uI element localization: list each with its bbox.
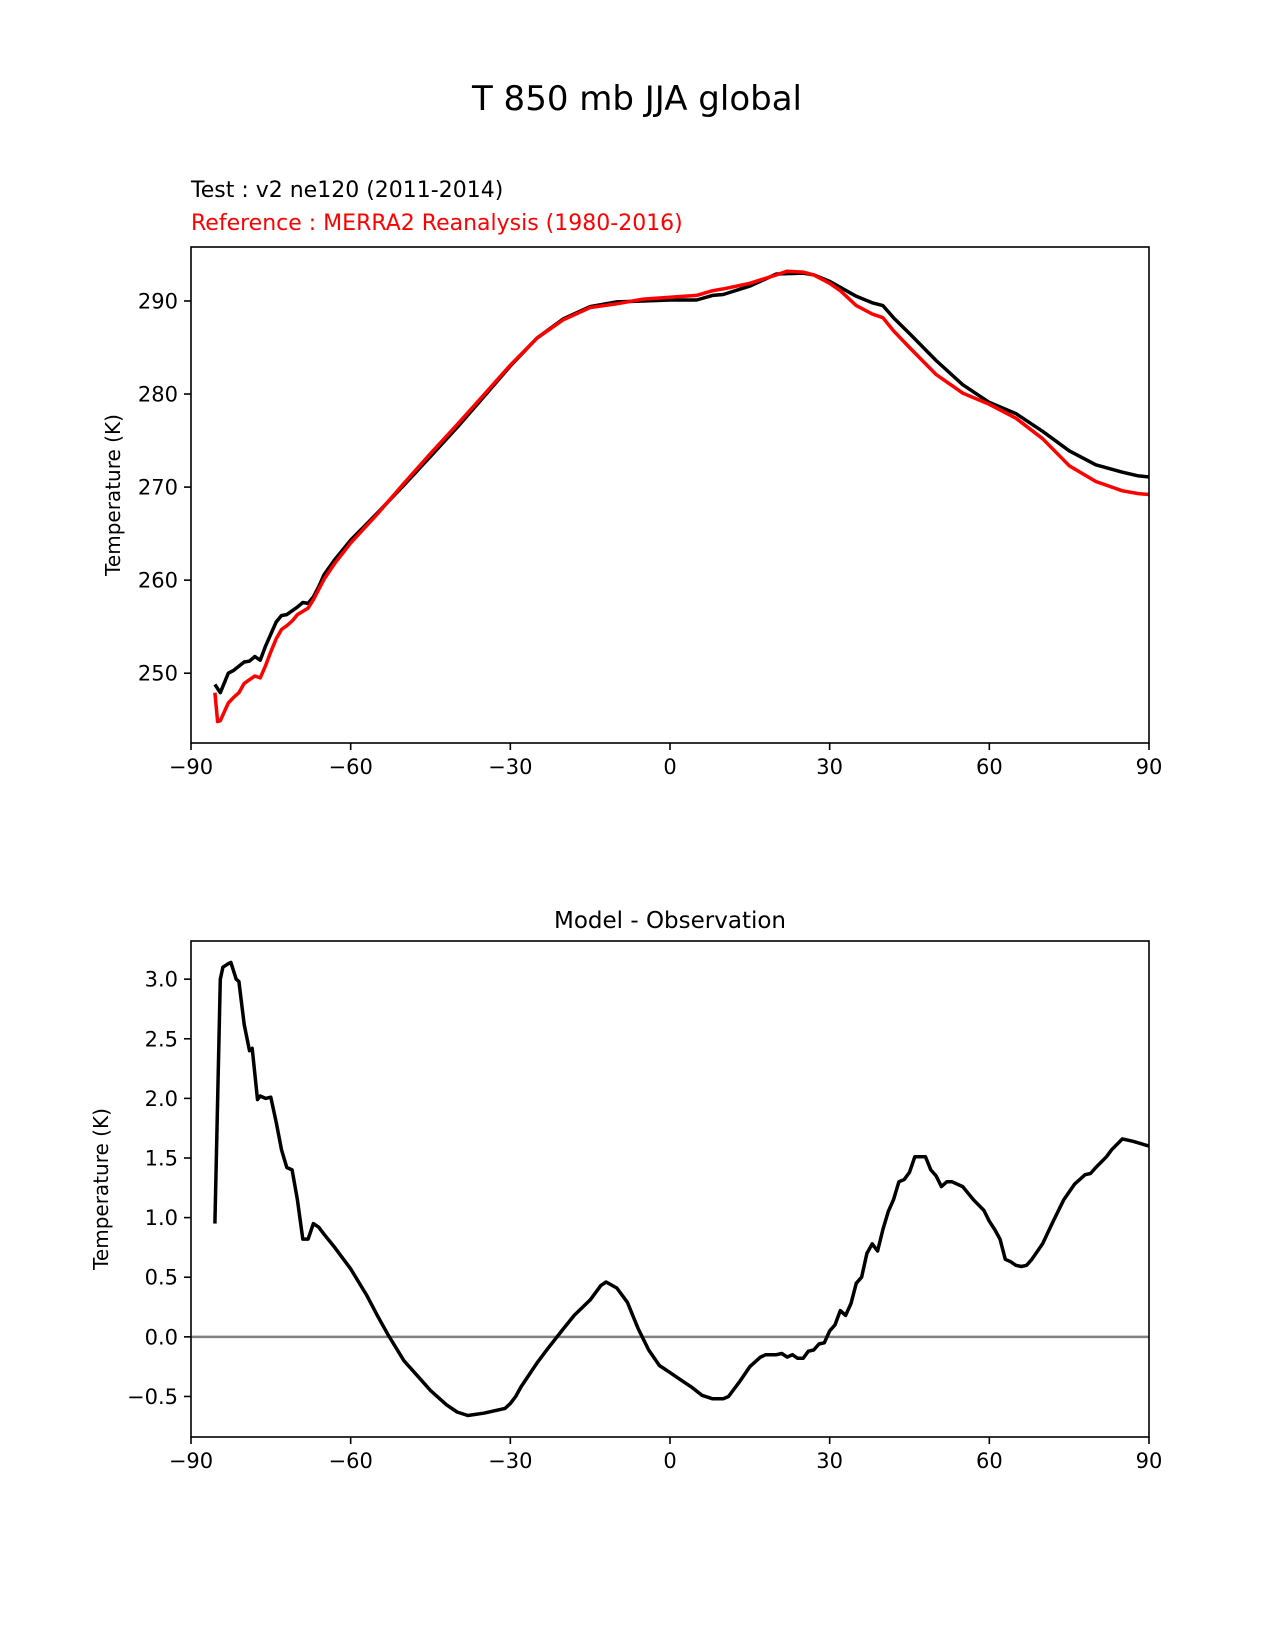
y-tick-label: 1.0 [145,1206,178,1230]
test-label: Test : v2 ne120 (2011-2014) [190,178,503,203]
y-tick-label: −0.5 [127,1385,178,1409]
series-line-difference [213,960,1150,1418]
y-axis-label: Temperature (K) [101,414,125,577]
y-axis-label: Temperature (K) [89,1108,113,1271]
y-tick-label: 260 [138,569,178,593]
top-panel: −90 −60 −30 0 30 60 90 250 260 270 280 290 Temperatu… [101,246,1163,779]
x-tick-label: 0 [663,755,676,779]
y-tick-label: 1.5 [145,1147,178,1171]
x-tick-label: 30 [816,1449,843,1473]
plot-frame [190,940,1150,1438]
x-tick-label: −30 [488,755,532,779]
y-tick-label: 290 [138,289,178,313]
y-tick-label: 2.0 [145,1087,178,1111]
x-tick-label: −60 [329,755,373,779]
x-tick-label: −30 [488,1449,532,1473]
x-tick-label: 90 [1136,755,1163,779]
y-tick-label: 0.0 [145,1325,178,1349]
x-tick-label: 60 [976,755,1003,779]
x-tick-label: 30 [816,755,843,779]
plot-frame [190,246,1150,744]
x-tick-label: 60 [976,1449,1003,1473]
panel-title: Model - Observation [554,908,786,934]
bottom-panel: −90 −60 −30 0 30 60 90 −0.5 0.0 0.5 1.0 1.5 2.0 2.5 3.… [89,908,1162,1473]
series-line-reference [213,269,1150,724]
y-tick-label: 3.0 [145,968,178,992]
y-tick-label: 0.5 [145,1266,178,1290]
x-tick-label: 90 [1136,1449,1163,1473]
series-line-test [213,271,1150,695]
y-tick-label: 2.5 [145,1027,178,1051]
y-tick-label: 270 [138,476,178,500]
x-tick-label: −90 [169,1449,213,1473]
x-tick-label: −90 [169,755,213,779]
x-tick-label: −60 [329,1449,373,1473]
y-tick-label: 280 [138,383,178,407]
reference-label: Reference : MERRA2 Reanalysis (1980-2016… [191,211,683,236]
x-tick-label: 0 [663,1449,676,1473]
figure-title: T 850 mb JJA global [471,79,802,119]
y-tick-label: 250 [138,662,178,686]
